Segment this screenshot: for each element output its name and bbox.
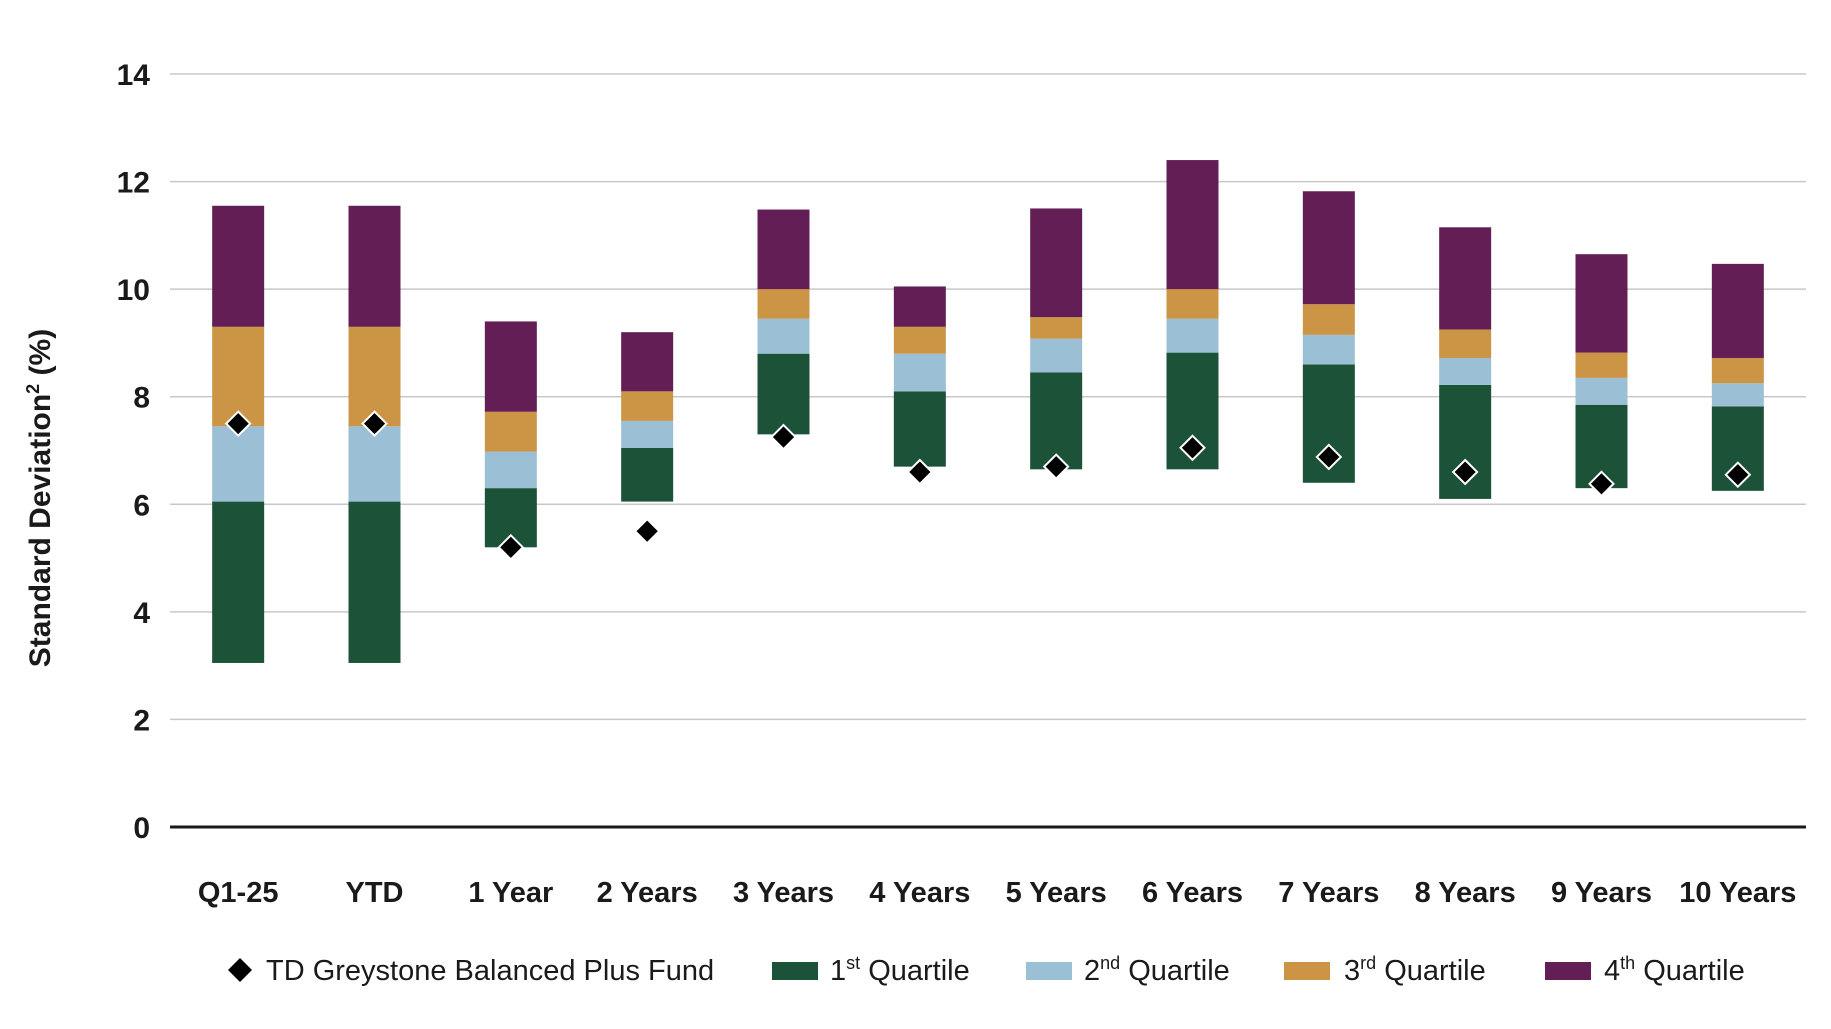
x-category-label: YTD [346,877,404,909]
legend-label-fund: TD Greystone Balanced Plus Fund [266,955,714,987]
bar-segment-q2 [621,420,674,448]
legend-diamond-icon [228,958,252,982]
bar-segment-q4 [1030,208,1083,318]
legend-label-q3: 3rd Quartile [1344,953,1486,987]
bar-segment-q3 [1030,317,1083,339]
x-category-label: 2 Years [597,877,698,909]
bar-segment-q2 [1302,334,1355,365]
bar-segment-q4 [757,209,810,290]
fund-marker [906,458,934,486]
bar-segment-q3 [1166,289,1219,319]
bar-segment-q2 [893,353,946,392]
bar-segment-q4 [484,321,537,412]
bar-segment-q2 [484,451,537,489]
y-tick-label: 10 [117,274,150,307]
bar-segment-q4 [1575,254,1628,353]
bar-segment-q4 [621,332,674,392]
legend-swatch-q1 [772,962,818,980]
fund-marker [1042,453,1070,481]
bar-segment-q4 [1302,191,1355,305]
fund-marker [770,423,797,451]
gridlines [170,73,1806,721]
bar-segment-q3 [1439,329,1492,358]
legend-item-q3: 3rd Quartile [1284,953,1486,987]
bar-segment-q4 [893,286,946,327]
bar-segment-q4 [348,205,401,327]
y-tick-label: 0 [133,812,150,845]
bar-segment-q4 [1166,160,1219,290]
y-tick-label: 12 [117,167,150,200]
y-axis-ticks: 0 2 4 6 8 10 12 14 [117,59,151,845]
x-category-label: 6 Years [1142,877,1243,909]
y-tick-label: 2 [133,704,150,737]
bar-segment-q3 [348,326,401,427]
fund-marker [633,517,661,545]
x-axis-categories: Q1-25 YTD 1 Year 2 Years 3 Years 4 Years 5 Yea… [198,877,1797,909]
fund-marker [1588,470,1615,498]
fund-marker [1451,458,1479,486]
bar-segment-q1 [621,447,674,502]
bar-segment-q2 [212,426,265,502]
bar-segment-q4 [212,205,265,327]
bar-segment-q2 [1575,377,1628,405]
fund-markers [224,410,1752,561]
bar-segment-q2 [1439,357,1492,385]
x-category-label: 5 Years [1006,877,1107,909]
legend-swatch-q2 [1026,962,1072,980]
bar-segment-q3 [212,326,265,427]
bar-segment-q3 [621,391,674,421]
y-tick-label: 14 [117,59,151,92]
bar-segment-q3 [1302,304,1355,335]
x-category-label: 4 Years [869,877,970,909]
quartile-bars [212,160,1764,663]
bar-segment-q1 [348,501,401,663]
bar-segment-q2 [1030,338,1083,373]
bar-segment-q3 [757,289,810,319]
bar-segment-q1 [757,353,810,435]
bar-segment-q3 [1711,357,1764,384]
fund-marker [497,533,525,561]
bar-segment-q4 [1439,227,1492,330]
legend: TD Greystone Balanced Plus Fund 1st Quar… [228,953,1745,987]
legend-label-q4: 4th Quartile [1604,953,1745,987]
legend-item-q1: 1st Quartile [772,953,970,987]
legend-item-q4: 4th Quartile [1545,953,1745,987]
legend-label-q2: 2nd Quartile [1084,953,1230,987]
bar-segment-q1 [1030,372,1083,470]
fund-marker [1724,461,1752,489]
x-category-label: 8 Years [1415,877,1516,909]
x-category-label: 7 Years [1278,877,1379,909]
bar-segment-q3 [1575,352,1628,378]
bar-segment-q2 [1166,318,1219,353]
legend-swatch-q4 [1545,962,1591,980]
bar-segment-q2 [348,426,401,502]
bar-segment-q2 [1711,383,1764,407]
y-axis-label: Standard Deviation2 (%) [23,329,57,667]
legend-label-q1: 1st Quartile [830,953,970,987]
legend-item-fund: TD Greystone Balanced Plus Fund [228,955,714,987]
y-tick-label: 4 [133,597,150,630]
x-category-label: 10 Years [1679,877,1796,909]
legend-item-q2: 2nd Quartile [1026,953,1230,987]
fund-marker [224,410,252,438]
x-category-label: 1 Year [468,877,553,909]
y-tick-label: 6 [133,489,150,522]
bar-segment-q4 [1711,263,1764,358]
y-tick-label: 8 [133,382,150,415]
x-category-label: 3 Years [733,877,834,909]
bar-segment-q1 [893,391,946,467]
fund-marker [1315,443,1343,471]
bar-segment-q1 [212,501,265,663]
bar-segment-q3 [893,326,946,354]
fund-marker [361,410,388,438]
fund-marker [1179,434,1206,462]
bar-segment-q2 [757,318,810,354]
bar-segment-q3 [484,411,537,452]
x-category-label: 9 Years [1551,877,1652,909]
x-category-label: Q1-25 [198,877,279,909]
legend-swatch-q3 [1284,962,1330,980]
